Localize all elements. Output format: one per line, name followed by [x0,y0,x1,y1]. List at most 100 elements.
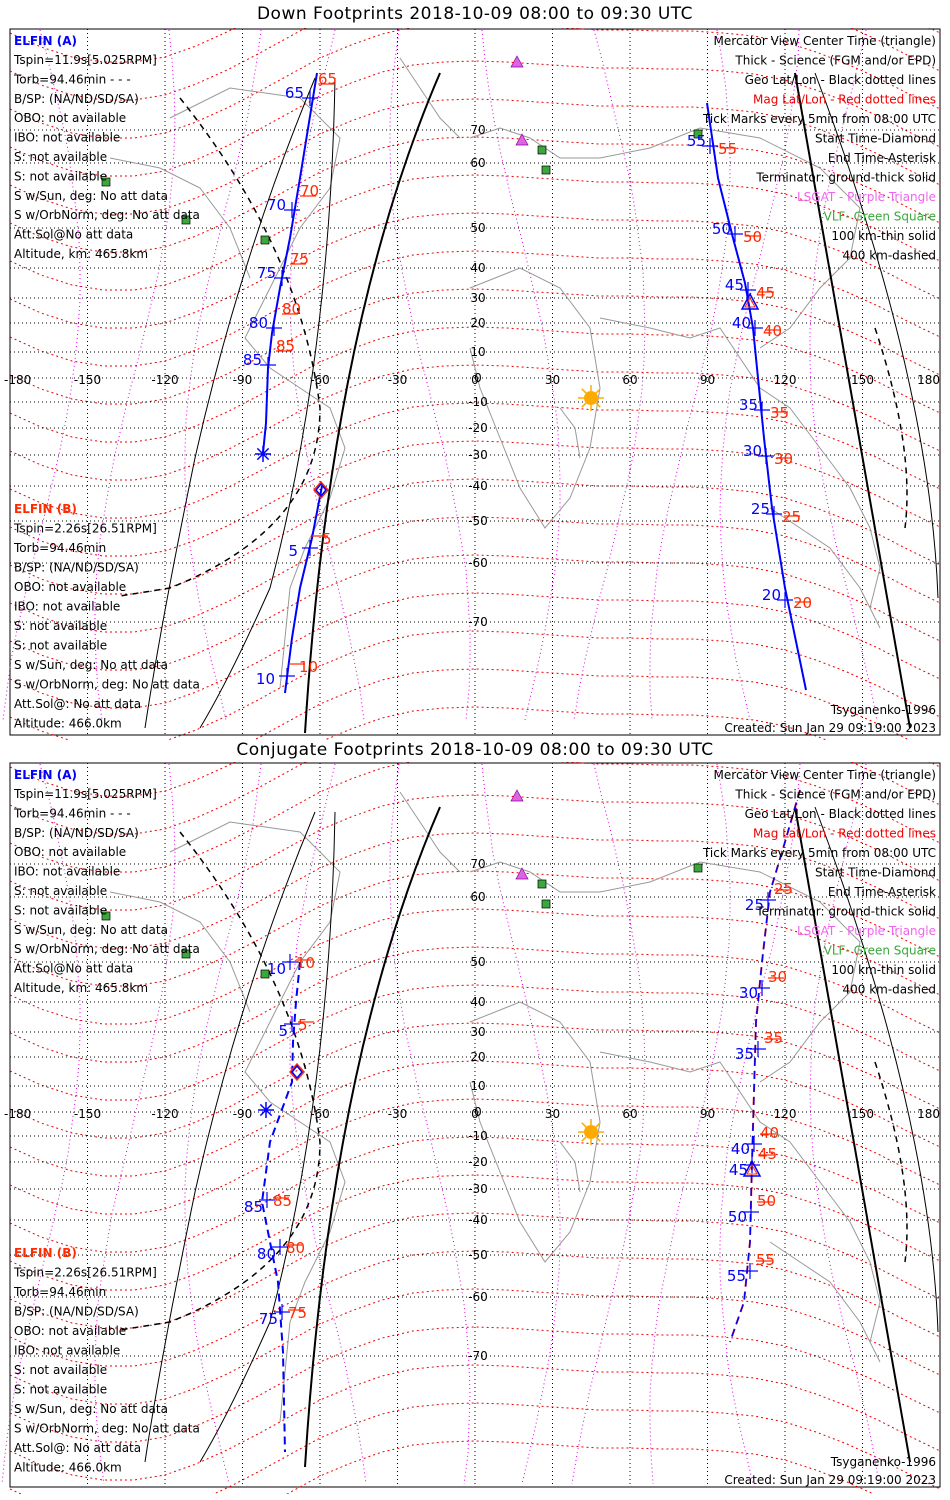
elfin-a-mag-tick-label: 75 [288,1304,307,1322]
east-tick-label: 40 [731,1140,750,1158]
elfin-b-tick-label: 10 [256,670,275,688]
east-mag-tick-label: 35 [764,1029,783,1047]
elfin-b-info-line: OBO: not available [14,1324,126,1338]
elfin-b-info-line: S: not available [14,1363,107,1377]
sun-ray [581,388,587,394]
elfin-a-info-line: Tspin=11.9s[5.025RPM] [13,787,157,801]
mag-lon-line [389,763,471,1485]
coastline [399,57,461,139]
lon-tick-label: 180 [917,1107,940,1121]
elfin-a-info-line: B/SP: (NA/ND/SD/SA) [14,826,139,840]
mag-lon-line [289,29,365,721]
mag-lon-line [481,29,561,721]
center-time-triangle [740,292,760,310]
legend-line: Start Time-Diamond [815,866,936,880]
lon-tick-label: 120 [774,1107,797,1121]
end-time-asterisk [259,1103,273,1117]
lat-tick-label: 10 [470,345,485,359]
legend-line: Mag Lat/Lon - Red dotted lines [753,827,936,841]
lon-tick-label: 0 [471,1107,479,1121]
sun-ray [595,1136,601,1142]
elfin-a-info-line: Torb=94.46min - - - [13,806,131,820]
mag-lat-line [9,870,941,987]
mag-lat-line [9,516,941,633]
terminator-100km-west-2 [199,77,336,729]
east-tick-label: 20 [762,586,781,604]
legend-line: VLF- Green Square [824,210,936,224]
lat-tick-label: -70 [468,1349,488,1363]
east-tick-label: 45 [725,276,744,294]
elfin-a-mag-tick-label: 70 [300,182,319,200]
lon-tick-label: 90 [700,373,715,387]
mag-lat-line [9,762,941,835]
lat-tick-label: 20 [470,316,485,330]
east-mag-tick-label: 30 [768,968,787,986]
elfin-b-name: ELFIN (B) [14,1246,77,1260]
lon-tick-label: 60 [622,373,637,387]
elfin-b-info-line: IBO: not available [14,1344,120,1358]
elfin-b-info-line: OBO: not available [14,580,126,594]
vlf-station-marker [541,165,551,175]
lat-tick-label: -60 [468,556,488,570]
east-mag-tick-label: 40 [763,322,782,340]
elfin-a-info-line: OBO: not available [14,111,126,125]
elfin-a-tick-label: 5 [278,1022,288,1040]
mag-lat-line [9,288,941,405]
elfin-b-mag-tick-label: 5 [322,530,332,548]
east-mag-tick-label: 45 [758,1145,777,1163]
mag-lon-line [649,29,731,721]
coastline [559,1141,581,1193]
elfin-a-track-east [706,102,807,691]
model-label: Tsyganenko-1996 [830,1455,936,1469]
elfin-a-info-line: S w/Sun, deg: No att data [14,189,168,203]
elfin-a-mag-tick-label: 85 [276,337,295,355]
legend-line: LSGAT - Purple Triangle [797,190,936,204]
east-tick-label: 25 [745,896,764,914]
lat-tick-label: -40 [468,479,488,493]
lat-tick-label: -60 [468,1290,488,1304]
start-time-diamond-inner [315,482,327,498]
end-time-asterisk [256,447,270,461]
legend-line: Terminator: ground-thick solid [755,171,936,185]
lon-tick-label: -120 [151,1107,178,1121]
coastline [469,1001,601,1263]
east-mag-tick-label: 55 [756,1251,775,1269]
mag-lat-line [9,1326,941,1443]
lsgat-triangle-marker [510,789,524,802]
legend-line: Mercator View Center Time (triangle) [714,34,936,48]
elfin-a-name: ELFIN (A) [14,768,77,782]
elfin-a-tick-label: 65 [285,84,304,102]
elfin-b-info-line: S w/Sun, deg: No att data [14,658,168,672]
sun-ray [595,1122,601,1128]
elfin-a-mag-tick-label: 75 [290,250,309,268]
elfin-b-info-line: S w/OrbNorm, deg: No att data [14,678,200,692]
vlf-station-marker [541,899,551,909]
east-tick-label: 55 [687,132,706,150]
coastline [469,127,861,349]
elfin-a-tick-label: 70 [267,196,286,214]
elfin-a-info-line: Altitude, km: 465.8km [14,247,148,261]
elfin-a-info-line: S: not available [14,884,107,898]
east-mag-tick-label: 40 [760,1124,779,1142]
mag-lon-line [809,29,878,721]
east-track-conjugate [729,789,801,1343]
lat-tick-label: 50 [470,221,485,235]
sun-marker [578,1119,604,1145]
lon-tick-label: 0 [471,373,479,387]
mag-lon-line [2,29,81,721]
coastline [769,1241,881,1363]
elfin-a-info-line: Torb=94.46min - - - [13,72,131,86]
mag-lat-line [9,136,941,253]
lon-tick-label: -180 [4,1107,31,1121]
east-mag-tick-label: 50 [757,1192,776,1210]
elfin-a-tick-label: 75 [257,264,276,282]
terminator-400km-east [874,327,908,529]
lat-tick-label: -30 [468,448,488,462]
vlf-station-marker [181,215,191,225]
geo-lat-lon-grid [9,763,941,1486]
created-timestamp: Created: Sun Jan 29 09:19:00 2023 [724,721,936,735]
mag-lat-line [9,592,941,709]
east-tick-label: 25 [751,500,770,518]
elfin-b-info-line: Altitude: 466.0km [14,1461,122,1475]
elfin-b-name: ELFIN (B) [14,502,77,516]
